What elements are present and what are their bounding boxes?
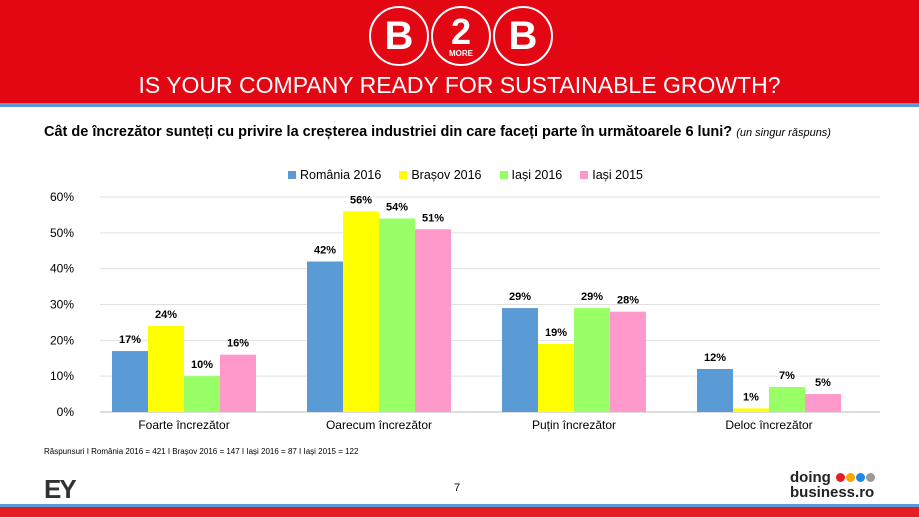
x-tick-label: Deloc încrezător [725,418,812,432]
data-label: 29% [509,291,531,303]
data-label: 19% [545,327,567,339]
bar [112,351,148,412]
data-label: 51% [422,212,444,224]
bar [148,326,184,412]
bar [733,408,769,412]
bar [220,354,256,412]
data-label: 17% [119,334,141,346]
footer-divider [0,504,919,507]
data-label: 10% [191,359,213,371]
x-tick-label: Foarte încrezător [138,418,229,432]
logo-circle: B [493,6,553,66]
y-tick-label: 50% [50,226,74,240]
legend-item: Iași 2015 [580,168,643,182]
bar [538,343,574,412]
legend-label: Iași 2016 [511,168,563,182]
y-tick-label: 60% [50,190,74,204]
y-tick-label: 0% [57,405,75,419]
y-tick-label: 10% [50,369,74,383]
doingbusiness-logo: doing business.ro [790,470,875,500]
bar [697,369,733,412]
logo-text: doing [790,469,831,486]
x-tick-label: Oarecum încrezător [326,418,432,432]
data-label: 5% [815,377,831,389]
data-label: 16% [227,338,249,350]
question: Cât de încrezător sunteți cu privire la … [44,124,899,142]
bar [502,308,538,412]
page-title: IS YOUR COMPANY READY FOR SUSTAINABLE GR… [138,72,781,98]
legend-swatch [399,171,408,179]
y-tick-label: 20% [50,333,74,347]
logo-text: business.ro [790,484,875,501]
data-label: 29% [581,291,603,303]
x-tick-label: Puțin încrezător [532,418,616,432]
legend-swatch [580,171,589,179]
data-label: 7% [779,370,795,382]
legend-label: Iași 2015 [592,168,643,182]
logo-sub: MORE [449,48,473,58]
legend-label: România 2016 [300,168,382,182]
legend-swatch [499,171,508,179]
chart-legend: România 2016 Brașov 2016 Iași 2016 Iași … [6,168,919,182]
legend-swatch [288,171,297,179]
legend-item: Brașov 2016 [399,168,482,182]
bar [343,211,379,412]
data-label: 28% [617,295,639,307]
logo-dots [835,469,875,486]
data-label: 24% [155,309,177,321]
data-label: 56% [350,194,372,206]
logo-letter: B [508,14,538,58]
question-text: Cât de încrezător sunteți cu privire la … [44,124,733,140]
logo-letter: B [384,14,414,58]
bar [610,311,646,412]
page-number: 7 [454,482,461,494]
bar [307,261,343,412]
logo-circle: B [369,6,429,66]
legend-item: Iași 2016 [499,168,563,182]
bar [184,376,220,412]
header-divider [0,103,919,107]
question-note: (un singur răspuns) [736,127,831,139]
data-label: 42% [314,245,336,257]
b2b-logo: B 2 MORE B [369,6,553,66]
logo-circle: 2 MORE [431,6,491,66]
data-label: 1% [743,391,759,403]
footer-bar [0,507,919,517]
legend-label: Brașov 2016 [411,168,482,182]
y-tick-label: 30% [50,298,74,312]
y-tick-label: 40% [50,262,74,276]
bar [574,308,610,412]
ey-logo: EY [44,474,77,504]
respondents-note: Răspunsuri I România 2016 = 421 I Brașov… [44,447,359,456]
bar [415,229,451,412]
logo-letter: 2 [450,10,472,52]
data-label: 54% [386,202,408,214]
data-label: 12% [704,352,726,364]
bar [769,386,805,412]
bar [379,218,415,412]
bar [805,394,841,412]
legend-item: România 2016 [288,168,381,182]
